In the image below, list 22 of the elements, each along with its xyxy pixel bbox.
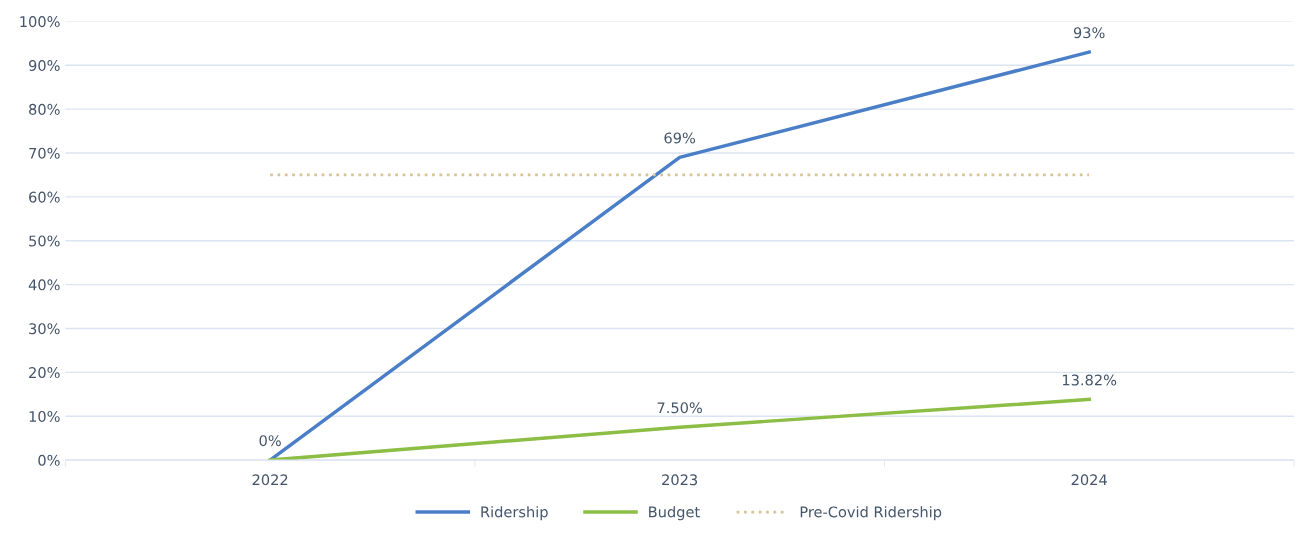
x-tick-label: 2024 [1071,474,1107,486]
y-tick-label: 20% [29,367,60,379]
data-label: 69% [664,132,696,144]
y-tick-label: 10% [29,410,60,422]
y-tick-label: 100% [20,16,60,28]
legend-label: Budget [649,506,700,521]
y-tick-label: 70% [29,147,60,159]
data-label: 0% [259,435,281,447]
y-tick-label: 0% [38,454,60,466]
y-tick-label: 40% [28,279,60,291]
y-tick-label: 50% [29,235,60,247]
legend-label: Pre-Covid Ridership [800,506,942,521]
y-tick-label: 90% [28,59,60,72]
data-label: 93% [1073,27,1105,39]
y-tick-label: 30% [29,323,60,335]
y-tick-label: 80% [29,103,60,115]
x-tick-label: 2023 [662,474,698,486]
y-tick-label: 60% [29,191,60,203]
data-label: 7.50% [657,402,702,414]
data-label: 13.82% [1062,374,1117,386]
legend-label: Ridership [481,506,548,521]
x-tick-label: 2022 [252,474,288,486]
